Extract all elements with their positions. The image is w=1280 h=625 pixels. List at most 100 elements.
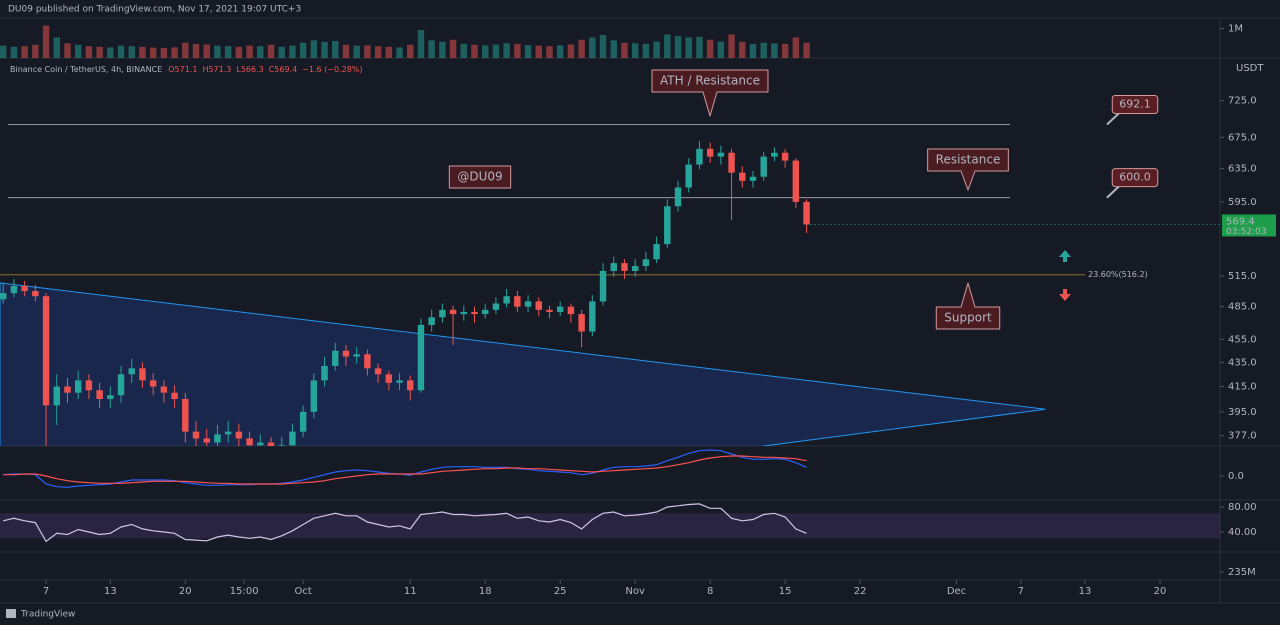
candle-body xyxy=(289,431,296,446)
candle-body xyxy=(578,314,585,332)
legend-value: O571.1 xyxy=(168,65,197,74)
x-tick-label: 18 xyxy=(479,586,492,597)
candle-body xyxy=(535,301,542,310)
volume-bar xyxy=(685,37,692,58)
volume-bar xyxy=(417,30,425,58)
volume-bar xyxy=(749,43,757,58)
candle-body xyxy=(139,368,146,381)
candle-body xyxy=(556,306,564,312)
candle-body xyxy=(96,390,103,400)
volume-bar xyxy=(267,44,275,58)
candle-body xyxy=(10,285,18,294)
x-tick-label: 7 xyxy=(1018,586,1024,597)
legend-value: −1.6 (−0.28%) xyxy=(302,65,362,74)
candle-body xyxy=(674,187,682,207)
volume-bar xyxy=(385,46,393,58)
volume-bar xyxy=(728,34,735,58)
volume-bar xyxy=(203,44,210,58)
candle-body xyxy=(128,368,135,375)
volume-bar xyxy=(299,42,307,58)
volume-bar xyxy=(599,35,607,58)
volume-bar xyxy=(289,45,296,58)
candle-body xyxy=(42,296,50,406)
x-tick-label: 15 xyxy=(779,586,792,597)
candle-body xyxy=(524,301,532,307)
volume-bar xyxy=(149,47,157,58)
volume-bar xyxy=(535,45,542,58)
candle-body xyxy=(696,148,703,165)
volume-bar xyxy=(310,40,318,58)
volume-bar xyxy=(214,45,221,58)
volume-bar xyxy=(257,46,264,58)
candle-body xyxy=(160,386,168,393)
candle-body xyxy=(460,311,468,315)
volume-bar xyxy=(53,37,60,58)
candle-body xyxy=(599,270,607,302)
volume-bar xyxy=(631,43,639,58)
volume-bar xyxy=(353,45,360,58)
x-tick-label: 20 xyxy=(179,586,192,597)
candle-body xyxy=(621,263,628,271)
candle-body xyxy=(664,206,671,245)
candle-body xyxy=(299,411,307,432)
candle-body xyxy=(353,354,360,357)
volume-bar xyxy=(321,41,328,58)
candle-body xyxy=(107,395,114,400)
candle-body xyxy=(803,201,810,225)
candle-body xyxy=(332,350,339,366)
volume-bar xyxy=(364,45,371,58)
y-tick-label: 485.0 xyxy=(1228,302,1257,313)
volume-bar xyxy=(610,40,617,58)
candle-body xyxy=(492,303,500,310)
candle-body xyxy=(781,152,789,161)
y-tick-label: 0.0 xyxy=(1228,471,1244,482)
y-tick-label: 635.0 xyxy=(1228,164,1257,175)
candle-body xyxy=(310,380,318,412)
volume-bar xyxy=(407,44,414,58)
last-price-label: 569.4 xyxy=(1226,216,1255,227)
candle-body xyxy=(642,259,650,267)
volume-bar xyxy=(792,37,800,58)
volume-bar xyxy=(0,45,7,58)
candle-body xyxy=(407,380,414,391)
candle-body xyxy=(278,445,285,446)
legend-symbol: Binance Coin / TetherUS, 4h, BINANCE xyxy=(10,65,162,74)
x-tick-label: Oct xyxy=(294,586,311,597)
candle-body xyxy=(21,285,28,292)
volume-bar xyxy=(471,44,478,58)
header: DU09 published on TradingView.com, Nov 1… xyxy=(8,5,301,15)
y-tick-label: 455.0 xyxy=(1228,334,1257,345)
candle-body xyxy=(64,386,71,393)
candle-body xyxy=(257,442,264,446)
triangle-pattern xyxy=(0,282,1046,446)
annotation-box xyxy=(927,148,1009,191)
volume-bar xyxy=(10,46,18,58)
volume-bar xyxy=(739,41,746,58)
volume-bar xyxy=(396,47,403,58)
y-tick-label: 725.0 xyxy=(1228,96,1257,107)
x-tick-label: 15:00 xyxy=(230,586,259,597)
candle-body xyxy=(385,374,393,383)
candle-body xyxy=(503,296,510,304)
level-box xyxy=(1111,94,1159,114)
volume-bar xyxy=(567,44,575,58)
volume-bar xyxy=(578,39,585,58)
volume-bar xyxy=(696,36,703,58)
annotation: Resistance xyxy=(936,153,1001,167)
x-tick-label: Nov xyxy=(625,586,645,597)
volume-bar xyxy=(342,44,350,58)
y-tick-label: 1M xyxy=(1228,24,1243,35)
candle-body xyxy=(449,309,457,315)
candle-body xyxy=(267,442,275,446)
candle-body xyxy=(471,311,478,315)
candle-body xyxy=(728,152,735,173)
volume-bar xyxy=(246,45,253,58)
candle-body xyxy=(749,176,757,181)
volume-bar xyxy=(653,41,660,58)
volume-bar xyxy=(589,37,596,58)
candle-body xyxy=(342,350,350,357)
y-tick-label: 675.0 xyxy=(1228,132,1257,143)
candle-body xyxy=(792,160,800,202)
candle-body xyxy=(439,309,446,318)
